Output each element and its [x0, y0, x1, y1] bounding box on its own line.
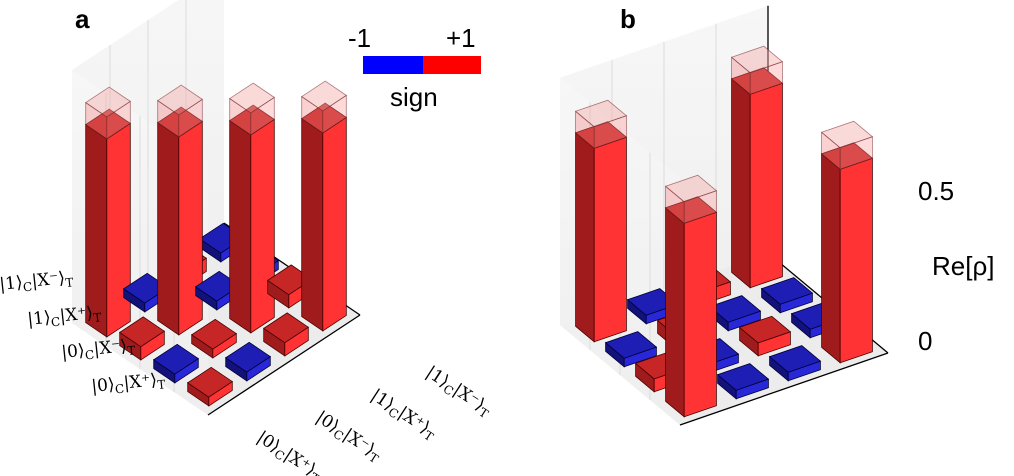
bar-face	[731, 77, 751, 289]
col-label-1: |0⟩C|X⁻⟩T	[311, 407, 385, 466]
panel-b-label: b	[620, 4, 636, 34]
colorbar-min-label: -1	[348, 23, 371, 53]
bar-r2-c2	[228, 82, 276, 334]
bar-r0-c0	[84, 86, 132, 338]
z-tick-0: 0	[918, 326, 932, 356]
axis-line	[207, 314, 361, 416]
bar-r0-c3	[730, 45, 784, 289]
bar-top	[604, 331, 658, 359]
bar-r1-c0	[118, 316, 166, 361]
ideal-bar-top	[820, 120, 874, 149]
colorbar-positive-swatch	[423, 56, 481, 74]
bar-top	[760, 277, 814, 305]
bar-face	[575, 131, 595, 343]
colorbar-max-label: +1	[446, 23, 476, 53]
bar-face	[106, 122, 131, 338]
bar-face	[839, 157, 873, 364]
bar-top	[190, 318, 238, 350]
z-tick-0.5: 0.5	[918, 176, 954, 206]
colorbar: -1 +1 sign	[348, 23, 481, 112]
ideal-bar-top	[664, 174, 718, 203]
bar-r3-c3	[820, 120, 874, 364]
bar-r1-c0	[604, 331, 658, 368]
bar-face	[665, 206, 685, 418]
colorbar-title: sign	[390, 82, 438, 112]
bar-top	[738, 315, 792, 344]
bar-face	[229, 119, 252, 334]
bar-r2-c1	[190, 318, 238, 359]
ideal-bar-top	[730, 45, 784, 74]
ideal-bar-top	[228, 82, 276, 114]
bar-r3-c1	[716, 363, 770, 400]
bar-r3-c1	[224, 341, 272, 382]
axis-line	[679, 352, 889, 426]
colorbar-negative-swatch	[363, 56, 423, 74]
bar-face	[821, 152, 841, 364]
row-label-1: |1⟩C|X⁺⟩T	[26, 302, 102, 332]
bar-face	[178, 120, 203, 336]
ideal-bar-top	[300, 80, 348, 112]
bar-face	[301, 117, 324, 332]
bar-face	[683, 211, 717, 418]
row-label-0: |1⟩C|X⁻⟩T	[0, 267, 74, 297]
ideal-bar-top	[574, 99, 628, 128]
panel-a-bars	[84, 80, 348, 407]
bar-top	[262, 312, 310, 344]
ideal-bar-top	[84, 86, 132, 118]
col-label-0: |0⟩C|X⁺⟩T	[252, 427, 326, 476]
bar-face	[593, 136, 627, 343]
bar-r3-c3	[300, 80, 348, 332]
bar-r0-c0	[574, 99, 628, 343]
bar-top	[768, 345, 822, 373]
z-axis-label: Re[ρ]	[932, 251, 994, 281]
bar-r2-c0	[152, 343, 200, 384]
panel-a-label: a	[75, 4, 90, 34]
bar-r3-c2	[768, 345, 822, 382]
bar-top	[186, 366, 234, 398]
panel-b-chart	[560, 5, 889, 426]
bar-face	[250, 118, 275, 334]
row-label-3: |0⟩C|X⁺⟩T	[90, 369, 166, 399]
bar-face	[322, 116, 347, 332]
bar-r3-c0	[186, 366, 234, 407]
row-label-2: |0⟩C|X⁻⟩T	[60, 335, 136, 365]
col-label-2: |1⟩C|X⁺⟩T	[366, 385, 440, 444]
bar-face	[749, 82, 783, 289]
bar-r2-c2	[738, 315, 792, 357]
bar-top	[118, 316, 166, 348]
col-label-3: |1⟩C|X⁻⟩T	[421, 362, 495, 421]
bar-r1-c3	[760, 277, 814, 314]
bar-r1-c1	[156, 84, 204, 336]
bar-face	[157, 121, 180, 336]
ideal-bar-top	[156, 84, 204, 116]
bar-r3-c2	[262, 312, 310, 357]
bar-top	[152, 343, 200, 375]
bar-top	[716, 363, 770, 391]
bar-top	[224, 341, 272, 373]
panel-b-bars	[574, 45, 874, 418]
bar-r3-c0	[664, 174, 718, 418]
